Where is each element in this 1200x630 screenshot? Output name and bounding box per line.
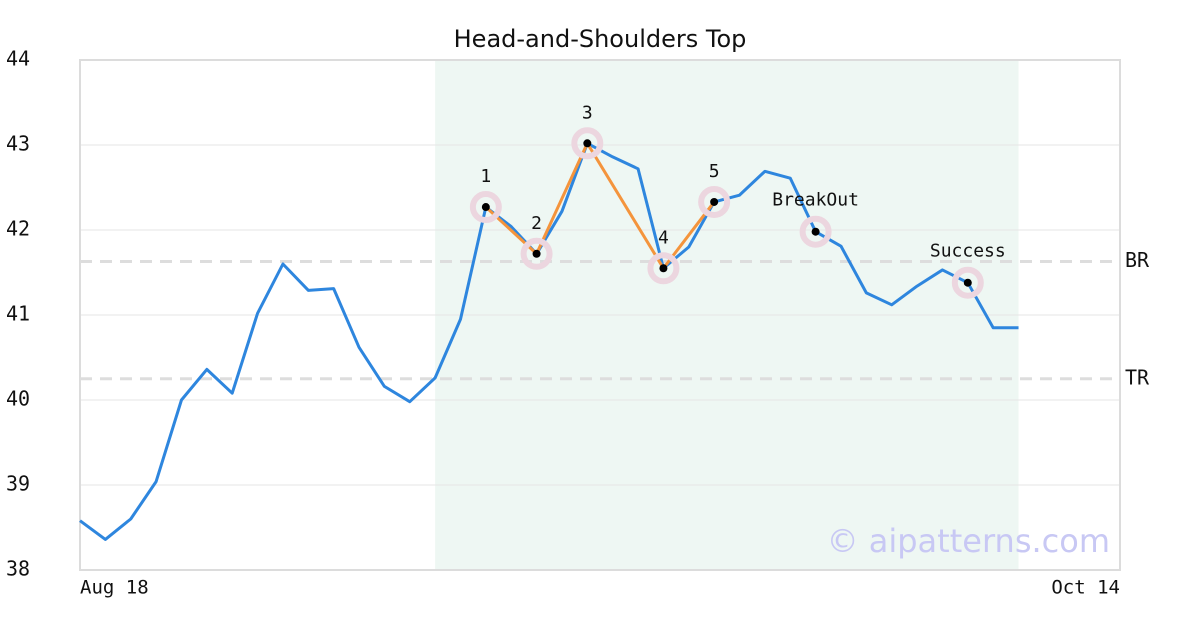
pattern-point-label: 5: [709, 161, 720, 182]
price-line: [79, 141, 1019, 541]
pattern-point-halo: [469, 191, 502, 224]
pattern-point-halo: [647, 252, 680, 285]
pattern-point-label: 4: [658, 227, 669, 248]
annotation-label: Success: [930, 241, 1006, 262]
pattern-point-dot: [481, 203, 490, 212]
chart-title: Head-and-Shoulders Top: [454, 25, 747, 53]
pattern-point-label: 3: [582, 102, 593, 123]
annotation-dot: [963, 278, 972, 287]
x-tick-label: Oct 14: [1051, 577, 1120, 599]
annotation-halo: [951, 266, 984, 299]
annotation-label: BreakOut: [772, 190, 859, 211]
pattern-point-dot: [659, 264, 668, 273]
pattern-point-dot: [710, 197, 719, 206]
pattern-point-dot: [532, 249, 541, 258]
level-label: TR: [1125, 365, 1150, 389]
y-tick-label: 41: [6, 302, 30, 326]
pattern-point-dot: [583, 139, 592, 148]
pattern-point-halo: [698, 185, 731, 218]
y-tick-label: 40: [6, 387, 30, 411]
y-tick-label: 42: [6, 217, 30, 241]
x-tick-label: Aug 18: [80, 577, 149, 599]
annotation-dot: [811, 227, 820, 236]
pattern-point-halo: [571, 127, 604, 160]
level-label: BR: [1125, 248, 1150, 272]
watermark: © aipatterns.com: [827, 522, 1110, 560]
pattern-point-label: 2: [531, 213, 542, 234]
y-tick-label: 39: [6, 472, 30, 496]
y-tick-label: 43: [6, 132, 30, 156]
pattern-point-halo: [520, 237, 553, 270]
pattern-point-label: 1: [480, 166, 491, 187]
y-tick-label: 38: [6, 557, 30, 581]
annotation-halo: [799, 215, 832, 248]
plot-border: [79, 59, 1121, 571]
y-tick-label: 44: [6, 47, 30, 71]
